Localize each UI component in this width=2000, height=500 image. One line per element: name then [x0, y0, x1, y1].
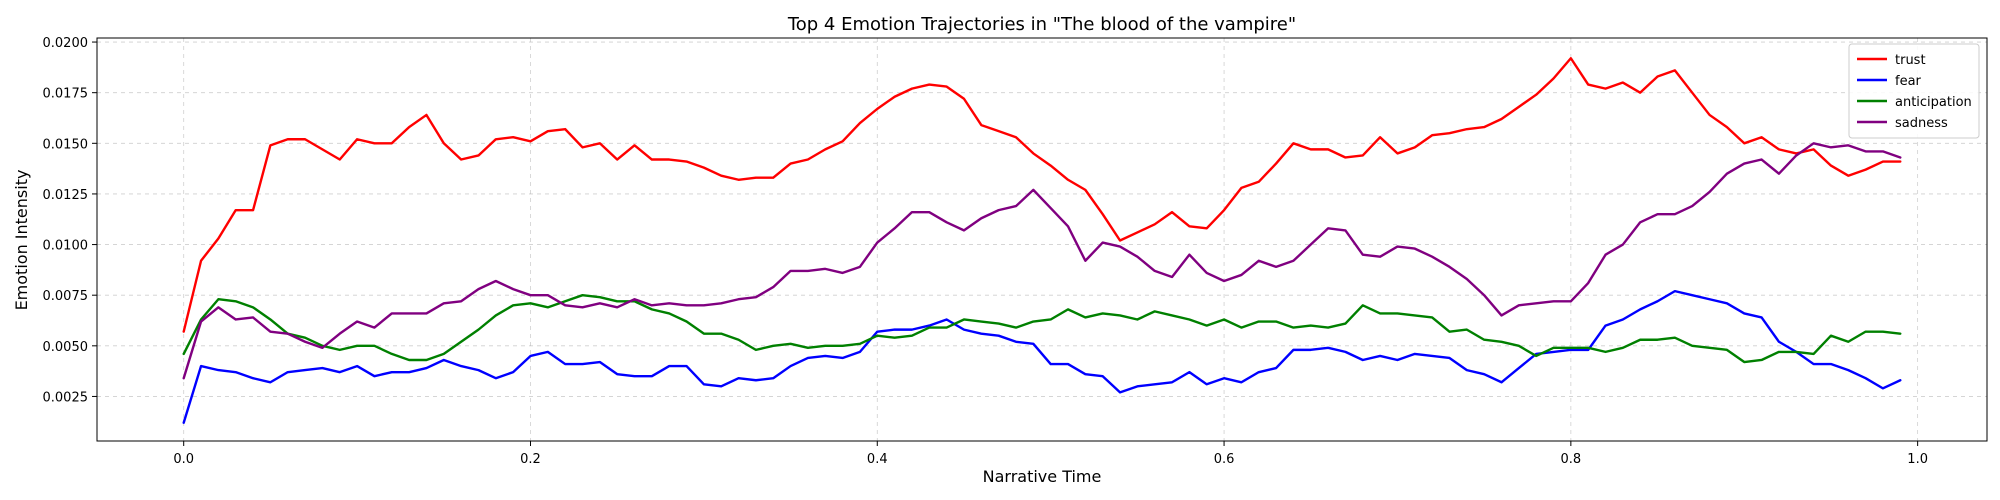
series-line-sadness	[182, 142, 1902, 380]
legend-label-fear: fear	[1895, 74, 1922, 89]
y-tick-label: 0.0075	[43, 289, 89, 304]
legend-label-trust: trust	[1895, 53, 1926, 68]
chart-title: Top 4 Emotion Trajectories in "The blood…	[787, 14, 1296, 35]
x-axis-label: Narrative Time	[983, 467, 1102, 486]
x-tick-label: 0.4	[867, 452, 888, 467]
series-line-fear	[182, 289, 1902, 424]
series-layer	[182, 57, 1902, 424]
x-tick-label: 0.6	[1214, 452, 1235, 467]
y-tick-label: 0.0050	[43, 340, 89, 355]
y-tick-label: 0.0150	[43, 137, 89, 152]
legend-box	[1848, 43, 1980, 139]
ticks: 0.0 0.2 0.4 0.6 0.8 1.0 0.0025 0.0050 0.0075 0.01…	[43, 36, 1928, 467]
y-tick-label: 0.0100	[43, 239, 89, 254]
x-tick-label: 0.8	[1561, 452, 1582, 467]
legend-label-anticipation: anticipation	[1895, 95, 1972, 110]
y-tick-label: 0.0025	[43, 390, 89, 405]
series-line-anticipation	[182, 293, 1902, 364]
x-tick-label: 0.0	[173, 452, 194, 467]
y-tick-label: 0.0175	[43, 87, 89, 102]
series-line-trust	[182, 57, 1902, 333]
y-axis-label: Emotion Intensity	[12, 170, 31, 311]
y-tick-label: 0.0125	[43, 188, 89, 203]
legend-label-sadness: sadness	[1895, 116, 1948, 131]
legend: trust fear anticipation sadness	[1848, 43, 1980, 139]
x-tick-label: 0.2	[520, 452, 541, 467]
grid	[97, 38, 1987, 441]
x-tick-label: 1.0	[1907, 452, 1928, 467]
y-tick-label: 0.0200	[43, 36, 89, 51]
plot-frame	[96, 37, 1988, 442]
